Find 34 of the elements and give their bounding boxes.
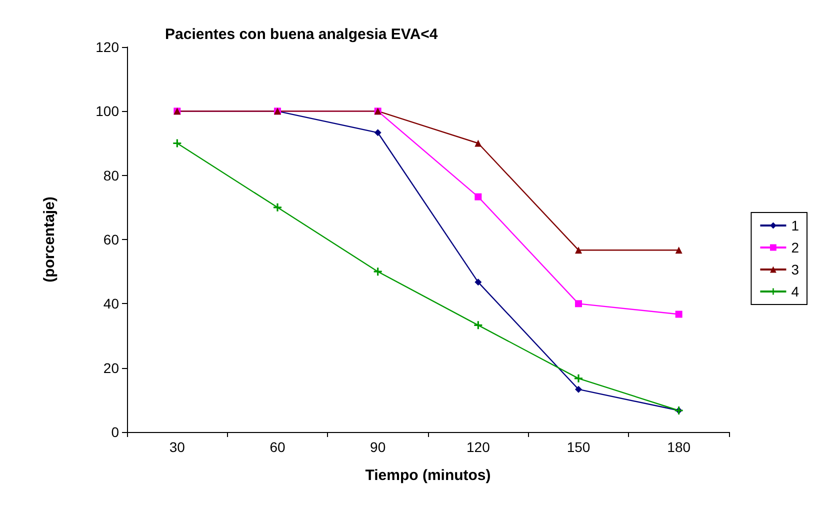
x-tick-label: 30 (169, 439, 186, 455)
y-tick-label: 20 (103, 360, 120, 376)
x-tick-label: 180 (667, 439, 691, 455)
point (374, 129, 382, 136)
y-tick-label: 0 (111, 424, 120, 440)
point (574, 374, 582, 382)
x-axis-title: Tiempo (minutos) (365, 467, 491, 484)
chart-title: Pacientes con buena analgesia EVA<4 (165, 26, 438, 43)
x-tick-label: 90 (370, 439, 386, 455)
x-tick-label: 120 (466, 439, 490, 455)
legend-label: 2 (791, 240, 800, 256)
y-tick-label: 60 (103, 232, 120, 248)
point (374, 268, 382, 276)
x-tick-label: 60 (270, 439, 286, 455)
point (274, 203, 282, 212)
x-tick-label: 150 (566, 439, 590, 455)
legend-label: 4 (791, 284, 800, 300)
point (474, 193, 482, 200)
point (575, 300, 582, 308)
legend-label: 1 (791, 218, 800, 234)
y-tick-label: 40 (103, 296, 120, 312)
point (575, 386, 582, 393)
point (675, 310, 682, 318)
y-tick-label: 100 (96, 103, 120, 120)
point (474, 321, 482, 330)
legend-label: 3 (791, 262, 800, 278)
y-tick-label: 80 (103, 167, 120, 184)
point (173, 139, 182, 148)
y-tick-label: 120 (96, 39, 120, 55)
point (575, 246, 582, 254)
point (474, 278, 482, 286)
y-axis-title: (porcentaje) (41, 196, 58, 282)
point (474, 140, 482, 147)
point (675, 246, 682, 254)
